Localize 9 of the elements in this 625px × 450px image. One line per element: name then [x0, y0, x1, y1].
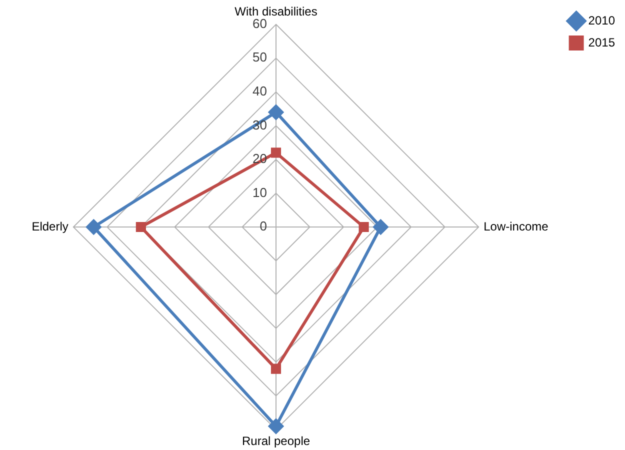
y-tick-label: 0 [260, 218, 267, 234]
spoke-label: Rural people [242, 434, 310, 448]
spoke-label: Low-income [484, 219, 549, 234]
legend-label: 2010 [588, 13, 616, 28]
y-tick-label: 40 [252, 84, 267, 99]
spoke-label: Elderly [32, 219, 68, 234]
y-tick-label: 50 [252, 50, 267, 65]
y-tick-label: 10 [252, 184, 267, 200]
legend-label: 2015 [588, 35, 616, 50]
